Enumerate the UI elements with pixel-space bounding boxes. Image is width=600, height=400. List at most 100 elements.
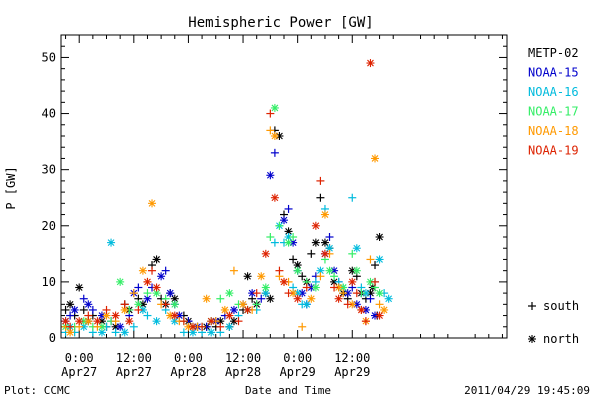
- south-point: [343, 300, 352, 309]
- south-point: [148, 266, 157, 275]
- chart-title: Hemispheric Power [GW]: [188, 15, 373, 31]
- north-point: [316, 266, 325, 275]
- north-point: [384, 294, 393, 303]
- north-point: [239, 300, 248, 309]
- north-point: [170, 300, 179, 309]
- north-point: [170, 311, 179, 320]
- legend-entry: NOAA-17: [528, 105, 579, 119]
- south-point: [143, 311, 152, 320]
- south-point: [66, 311, 75, 320]
- marker-legend-north: north: [528, 332, 579, 346]
- north-point: [61, 317, 70, 326]
- north-point: [70, 305, 79, 314]
- north-point: [280, 216, 288, 225]
- south-point: [234, 317, 243, 326]
- north-point: [138, 266, 147, 275]
- north-point: [75, 317, 84, 326]
- south-point: [143, 289, 152, 298]
- series-noaa-15: [61, 148, 380, 331]
- south-point: [216, 322, 225, 331]
- north-point: [320, 238, 329, 247]
- north-point: [120, 305, 129, 314]
- south-point: [84, 311, 93, 320]
- north-point: [243, 305, 252, 314]
- north-point: [366, 277, 375, 286]
- south-point: [66, 322, 75, 331]
- south-point: [129, 322, 138, 331]
- north-point: [225, 289, 234, 298]
- x-axis-label: Date and Time: [245, 384, 331, 397]
- marker-legend-south: south: [528, 299, 579, 313]
- x-tick-label-date: Apr29: [334, 365, 370, 379]
- north-point: [266, 171, 275, 180]
- y-tick-label: 0: [49, 331, 56, 345]
- south-point: [179, 328, 188, 337]
- north-point: [270, 103, 279, 112]
- north-point: [325, 266, 334, 275]
- north-point: [280, 277, 288, 286]
- legend-entry: NOAA-19: [528, 144, 579, 158]
- x-tick-label-time: 12:00: [116, 351, 152, 365]
- south-point: [198, 322, 207, 331]
- north-point: [143, 277, 152, 286]
- x-tick-label-date: Apr27: [61, 365, 97, 379]
- north-point: [75, 283, 84, 292]
- north-point: [152, 283, 161, 292]
- x-tick-label-time: 12:00: [225, 351, 261, 365]
- south-point: [352, 289, 361, 298]
- north-point: [143, 294, 152, 303]
- south-point: [325, 233, 334, 241]
- north-point: [261, 289, 270, 298]
- legend-entry: NOAA-16: [528, 85, 579, 99]
- legend-entry: NOAA-18: [528, 124, 579, 138]
- north-point: [266, 294, 275, 303]
- north-point: [207, 317, 216, 326]
- north-point: [152, 317, 161, 326]
- north-point: [102, 311, 111, 320]
- north-point: [375, 311, 384, 320]
- marker-legend-label: south: [543, 299, 579, 313]
- x-tick-label-date: Apr29: [280, 365, 316, 379]
- south-point: [216, 294, 225, 303]
- south-point: [134, 305, 143, 314]
- plot-area: 010203040500:00Apr2712:00Apr270:00Apr281…: [42, 34, 508, 379]
- legend-entry: METP-02: [528, 46, 579, 60]
- north-point: [361, 289, 370, 298]
- north-point: [343, 289, 352, 298]
- south-point: [252, 289, 261, 298]
- south-point: [298, 272, 307, 281]
- north-point: [207, 328, 216, 337]
- north-point: [229, 305, 238, 314]
- north-point: [302, 300, 311, 309]
- south-point: [284, 289, 293, 298]
- x-tick-label-date: Apr28: [225, 365, 261, 379]
- x-tick-label-date: Apr27: [116, 365, 152, 379]
- x-tick-label-time: 0:00: [65, 351, 94, 365]
- south-point: [129, 289, 138, 298]
- north-point: [311, 283, 320, 292]
- south-point: [284, 204, 293, 213]
- footer-right: 2011/04/29 19:45:09: [464, 384, 590, 397]
- north-point: [116, 277, 125, 286]
- legend: METP-02 NOAA-15 NOAA-16 NOAA-17 NOAA-18 NOAA-…: [528, 46, 579, 346]
- y-tick-label: 50: [42, 50, 56, 64]
- south-point: [298, 322, 307, 331]
- south-point: [302, 283, 311, 292]
- north-point: [348, 277, 357, 286]
- marker-legend-label: north: [543, 332, 579, 346]
- south-point: [330, 272, 339, 281]
- series-noaa-17: [61, 103, 384, 331]
- south-point: [330, 283, 339, 292]
- south-point: [371, 261, 380, 270]
- footer-left: Plot: CCMC: [4, 384, 70, 397]
- north-point: [270, 132, 279, 140]
- south-point: [289, 233, 298, 241]
- y-axis-label: P [GW]: [4, 166, 18, 209]
- y-tick-label: 40: [42, 107, 56, 121]
- north-point: [66, 300, 75, 309]
- north-point: [357, 305, 366, 314]
- south-point: [348, 193, 357, 202]
- north-point: [293, 294, 302, 303]
- south-point: [79, 294, 88, 303]
